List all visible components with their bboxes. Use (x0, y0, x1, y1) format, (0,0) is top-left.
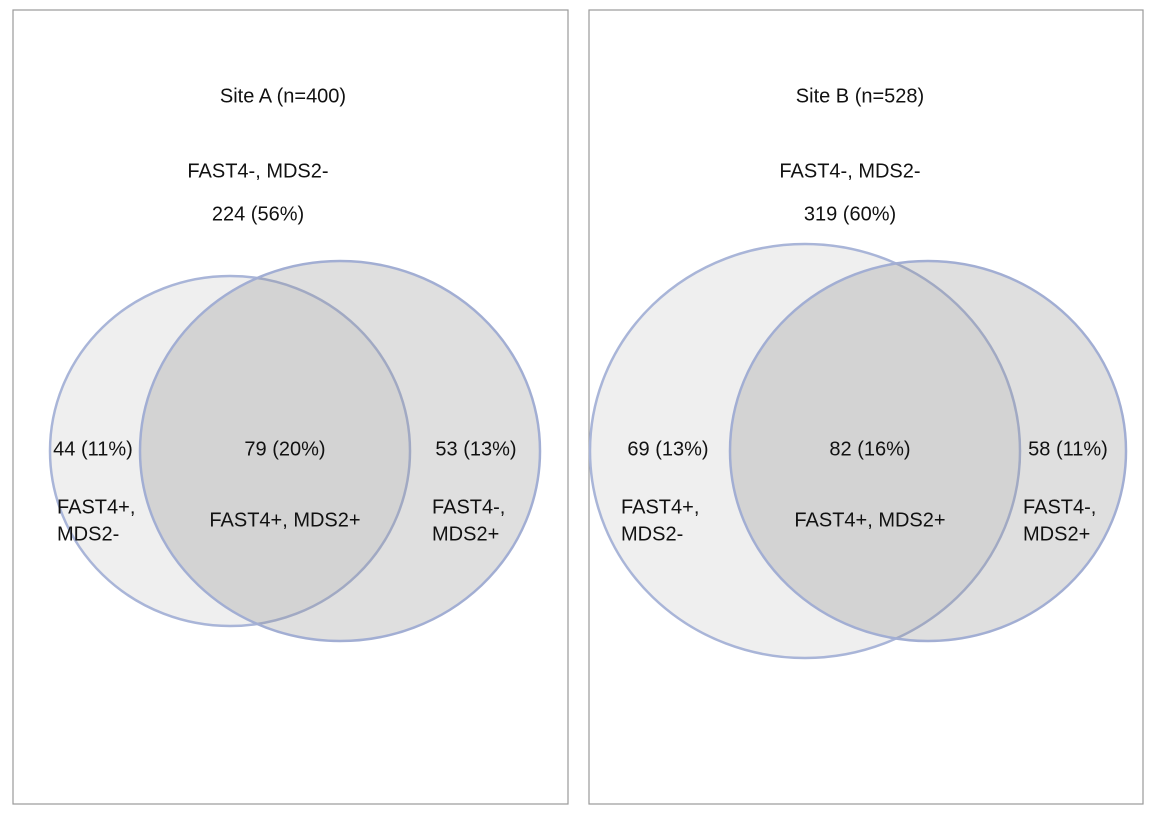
left-label: FAST4+, (57, 496, 135, 518)
right-label: MDS2+ (432, 523, 499, 545)
outside-count: 224 (56%) (212, 203, 304, 225)
right-label: FAST4-, (1023, 496, 1096, 518)
panel-title: Site B (n=528) (796, 85, 924, 107)
both-count: 82 (16%) (829, 438, 910, 460)
panel-border (12, 9, 569, 805)
right-count: 53 (13%) (435, 438, 516, 460)
right-label: FAST4-, (432, 496, 505, 518)
both-label: FAST4+, MDS2+ (794, 509, 945, 531)
right-circle (728, 259, 1128, 643)
both-count: 79 (20%) (244, 438, 325, 460)
panel-title: Site A (n=400) (220, 85, 346, 107)
left-circle (48, 274, 412, 628)
right-circle (138, 259, 542, 643)
right-label: MDS2+ (1023, 523, 1090, 545)
panel-border (588, 9, 1144, 805)
outside-count: 319 (60%) (804, 203, 896, 225)
left-label: MDS2- (621, 523, 683, 545)
left-count: 69 (13%) (627, 438, 708, 460)
left-label: MDS2- (57, 523, 119, 545)
outside-label: FAST4-, MDS2- (779, 160, 920, 182)
outside-label: FAST4-, MDS2- (187, 160, 328, 182)
right-count: 58 (11%) (1028, 438, 1108, 460)
left-label: FAST4+, (621, 496, 699, 518)
left-circle (588, 242, 1022, 660)
left-count: 44 (11%) (53, 438, 133, 460)
both-label: FAST4+, MDS2+ (209, 509, 360, 531)
